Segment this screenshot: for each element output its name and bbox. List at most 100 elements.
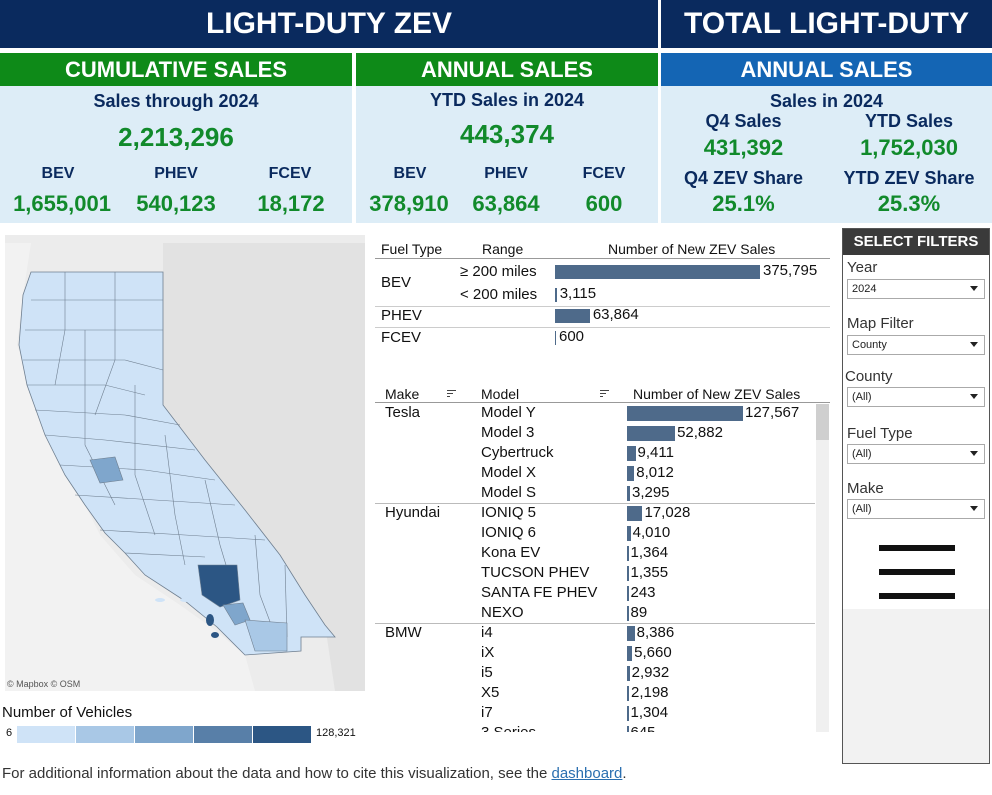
col-number-sales: Number of New ZEV Sales bbox=[608, 241, 776, 257]
sort-model-icon[interactable] bbox=[600, 390, 609, 398]
filter-year-value: 2024 bbox=[852, 283, 877, 295]
model-sales-value: 1,355 bbox=[630, 564, 669, 581]
california-county-map[interactable]: © Mapbox © OSM bbox=[5, 235, 365, 691]
fuel-sales-bar[interactable] bbox=[555, 265, 760, 279]
chevron-down-icon bbox=[970, 286, 978, 291]
legend-color-scale bbox=[17, 726, 312, 743]
model-sales-bar[interactable] bbox=[627, 726, 629, 732]
hamburger-menu-icon[interactable] bbox=[879, 545, 955, 605]
chevron-down-icon bbox=[970, 394, 978, 399]
model-cell: i7 bbox=[481, 704, 493, 721]
q4-share-value: 25.1% bbox=[712, 191, 775, 216]
fuel-sales-value: 375,795 bbox=[763, 262, 818, 279]
filter-make-label: Make bbox=[847, 480, 884, 497]
model-cell: Model Y bbox=[481, 404, 536, 421]
model-sales-value: 5,660 bbox=[634, 644, 672, 661]
model-sales-bar[interactable] bbox=[627, 426, 676, 441]
model-sales-value: 8,012 bbox=[636, 464, 674, 481]
annual-fcev-label: FCEV bbox=[582, 165, 626, 182]
map-canvas[interactable] bbox=[5, 235, 365, 691]
fuel-sales-bar[interactable] bbox=[555, 309, 590, 323]
model-sales-value: 243 bbox=[630, 584, 656, 601]
fuel-sales-bar[interactable] bbox=[555, 288, 557, 302]
fuel-type-cell: PHEV bbox=[381, 307, 422, 324]
model-sales-value: 4,010 bbox=[632, 524, 671, 541]
chevron-down-icon bbox=[970, 342, 978, 347]
model-sales-bar[interactable] bbox=[627, 586, 629, 601]
filter-map-label: Map Filter bbox=[847, 315, 914, 332]
filter-year-select[interactable]: 2024 bbox=[847, 279, 985, 299]
model-sales-value: 127,567 bbox=[745, 404, 800, 421]
filter-make-select[interactable]: (All) bbox=[847, 499, 985, 519]
cumulative-panel: Sales through 2024 2,213,296 BEV PHEV FC… bbox=[0, 86, 352, 223]
legend-swatch bbox=[76, 726, 135, 743]
annual-subtitle: YTD Sales in 2024 bbox=[429, 90, 585, 110]
filter-county-value: (All) bbox=[852, 391, 872, 403]
cumulative-phev-label: PHEV bbox=[154, 165, 198, 182]
model-sales-bar[interactable] bbox=[627, 666, 630, 681]
filters-panel: SELECT FILTERS bbox=[842, 228, 990, 764]
cumulative-subtitle: Sales through 2024 bbox=[93, 91, 259, 111]
model-sales-bar[interactable] bbox=[627, 446, 636, 461]
fuel-sales-value: 3,115 bbox=[559, 285, 597, 302]
filters-title: SELECT FILTERS bbox=[843, 229, 989, 255]
total-title: TOTAL LIGHT-DUTY bbox=[661, 0, 992, 48]
footer-note: For additional information about the dat… bbox=[2, 765, 627, 782]
legend-swatch bbox=[135, 726, 194, 743]
fuel-type-cell: BEV bbox=[381, 274, 412, 291]
cumulative-total: 2,213,296 bbox=[118, 122, 234, 152]
annual-header: ANNUAL SALES bbox=[356, 53, 658, 86]
model-sales-bar[interactable] bbox=[627, 566, 629, 581]
annual-total: 443,374 bbox=[460, 119, 554, 149]
dashboard-link[interactable]: dashboard bbox=[551, 765, 623, 782]
model-sales-bar[interactable] bbox=[627, 646, 633, 661]
model-cell: Kona EV bbox=[481, 544, 541, 561]
filter-county-select[interactable]: (All) bbox=[847, 387, 985, 407]
chevron-down-icon bbox=[970, 506, 978, 511]
model-sales-bar[interactable] bbox=[627, 686, 629, 701]
filter-county-label: County bbox=[845, 368, 893, 385]
cumulative-bev-value: 1,655,001 bbox=[13, 191, 111, 216]
filter-map-value: County bbox=[852, 339, 887, 351]
model-sales-bar[interactable] bbox=[627, 626, 635, 641]
range-cell: < 200 miles bbox=[460, 286, 538, 303]
sort-make-icon[interactable] bbox=[447, 390, 456, 398]
ytd-share-value: 25.3% bbox=[877, 191, 941, 216]
annual-fcev-value: 600 bbox=[585, 191, 623, 216]
model-cell: X5 bbox=[481, 684, 500, 701]
model-sales-value: 17,028 bbox=[644, 504, 691, 521]
model-sales-bar[interactable] bbox=[627, 406, 743, 421]
total-annual-panel: Sales in 2024 Q4 Sales YTD Sales 431,392… bbox=[661, 86, 992, 223]
scrollbar-thumb[interactable] bbox=[816, 404, 829, 440]
model-sales-bar[interactable] bbox=[627, 706, 629, 721]
footer-text: For additional information about the dat… bbox=[2, 765, 552, 782]
model-sales-bar[interactable] bbox=[627, 606, 629, 621]
legend-swatch bbox=[194, 726, 253, 743]
col-model: Model bbox=[481, 386, 520, 402]
zev-title: LIGHT-DUTY ZEV bbox=[0, 0, 658, 48]
model-sales-bar[interactable] bbox=[627, 466, 635, 481]
model-sales-bar[interactable] bbox=[627, 486, 630, 501]
model-sales-bar[interactable] bbox=[627, 506, 643, 521]
make-cell: BMW bbox=[385, 624, 422, 641]
annual-bev-value: 378,910 bbox=[369, 191, 449, 216]
legend-swatch bbox=[17, 726, 76, 743]
ytd-sales-value: 1,752,030 bbox=[860, 135, 958, 160]
q4-sales-label: Q4 Sales bbox=[705, 111, 782, 131]
fuel-sales-bar[interactable] bbox=[555, 331, 556, 345]
total-subtitle: Sales in 2024 bbox=[769, 91, 884, 111]
q4-share-label: Q4 ZEV Share bbox=[683, 168, 804, 188]
filter-make-value: (All) bbox=[852, 503, 872, 515]
model-sales-value: 2,198 bbox=[630, 684, 669, 701]
ytd-sales-label: YTD Sales bbox=[864, 111, 954, 131]
filter-fuel-select[interactable]: (All) bbox=[847, 444, 985, 464]
filter-map-select[interactable]: County bbox=[847, 335, 985, 355]
model-sales-bar[interactable] bbox=[627, 526, 631, 541]
model-table-scrollbar[interactable] bbox=[816, 404, 829, 732]
annual-phev-value: 63,864 bbox=[472, 191, 540, 216]
model-cell: 3 Series bbox=[481, 724, 536, 732]
model-cell: IONIQ 5 bbox=[481, 504, 537, 521]
model-sales-bar[interactable] bbox=[627, 546, 629, 561]
col-fuel-type: Fuel Type bbox=[381, 241, 443, 257]
model-cell: Model X bbox=[481, 464, 537, 481]
